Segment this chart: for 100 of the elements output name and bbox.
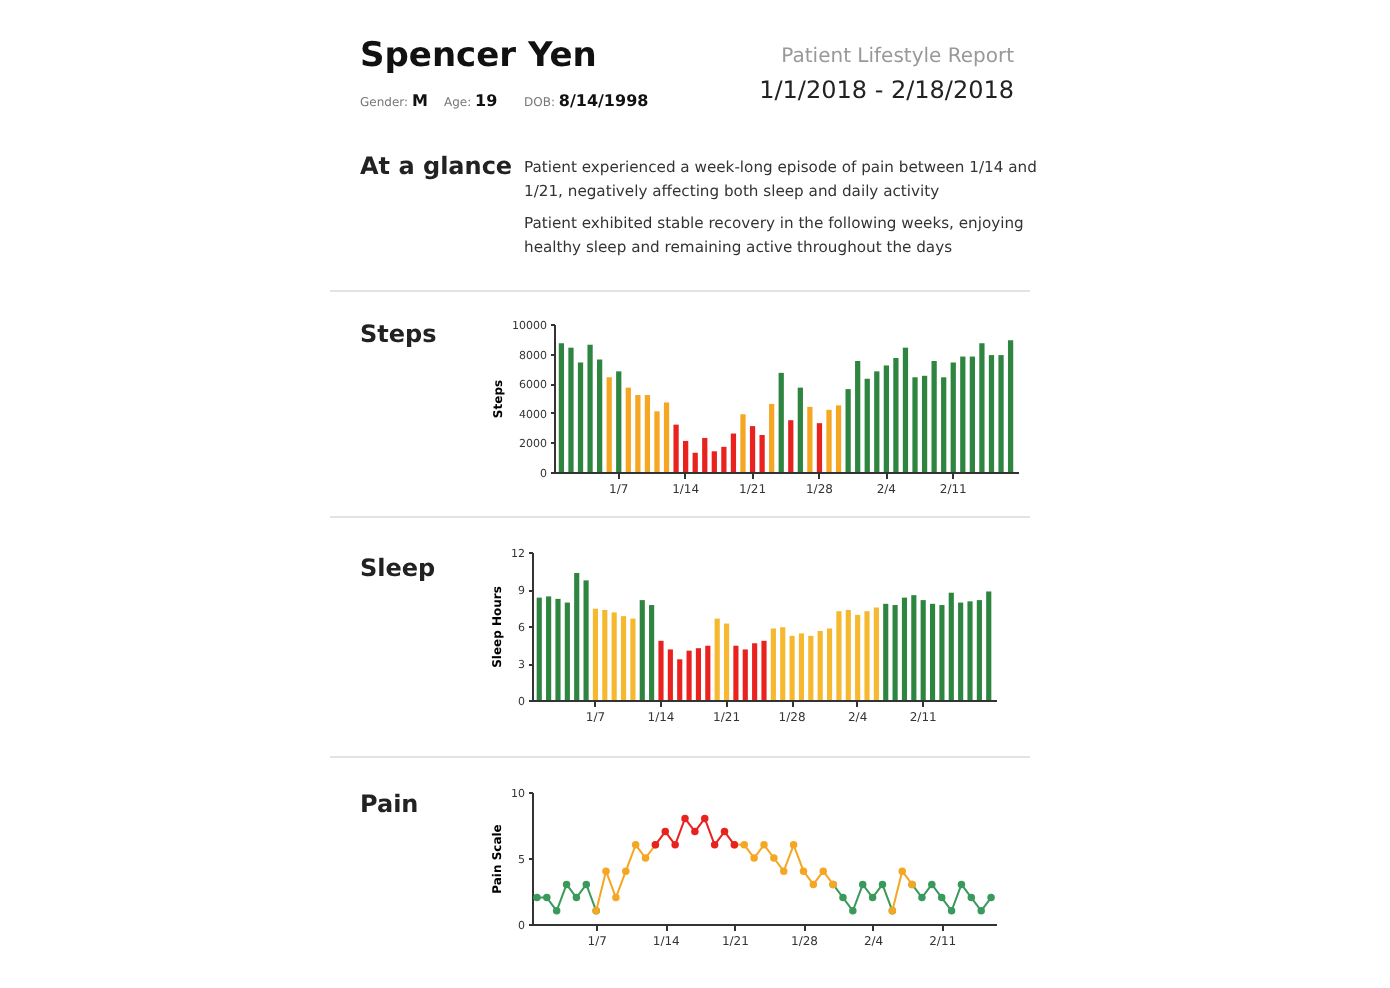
bar	[931, 361, 937, 472]
point	[582, 880, 591, 889]
bar	[855, 614, 861, 700]
bar	[855, 361, 861, 472]
bar	[695, 648, 702, 700]
point	[691, 827, 699, 836]
chart-title: Steps	[360, 320, 437, 348]
bar	[778, 372, 784, 472]
bar	[658, 640, 664, 700]
point	[543, 893, 551, 902]
bar	[1007, 340, 1014, 472]
bar	[587, 344, 593, 472]
point	[631, 841, 640, 849]
point	[612, 893, 620, 902]
bar	[893, 358, 899, 472]
point	[799, 867, 808, 875]
point	[552, 907, 561, 915]
bar	[611, 612, 617, 700]
bar	[958, 602, 964, 700]
bar	[807, 406, 813, 472]
bar	[826, 628, 833, 700]
bar	[730, 433, 737, 472]
bar	[845, 609, 851, 700]
bar	[911, 595, 917, 700]
point	[740, 841, 748, 849]
bar	[826, 409, 832, 472]
bar	[976, 600, 982, 700]
bar	[921, 375, 928, 472]
bar	[673, 424, 679, 472]
point	[918, 893, 926, 902]
bar	[950, 362, 956, 472]
point	[878, 880, 887, 889]
point	[533, 893, 541, 902]
bar	[901, 597, 908, 700]
bar	[788, 420, 794, 472]
bar	[749, 426, 756, 472]
bar	[639, 600, 645, 700]
point	[701, 814, 709, 823]
bar	[740, 414, 746, 472]
bar	[948, 592, 954, 700]
bar	[929, 603, 936, 700]
bar	[816, 423, 823, 472]
bar	[883, 365, 889, 472]
bar	[986, 591, 992, 700]
text: At a glance	[360, 152, 513, 180]
point	[760, 841, 768, 849]
bar	[564, 602, 570, 700]
bar	[683, 440, 689, 472]
bar	[625, 387, 631, 472]
bar	[835, 405, 842, 472]
bar	[939, 605, 945, 700]
bar	[654, 411, 660, 472]
point	[839, 893, 847, 902]
bar	[789, 635, 795, 700]
bar	[667, 649, 673, 700]
point	[602, 867, 610, 875]
bar	[874, 371, 880, 472]
point	[967, 893, 976, 902]
point	[868, 893, 877, 902]
point	[622, 867, 630, 875]
bar	[677, 659, 683, 700]
bar	[883, 603, 889, 700]
bar	[733, 645, 739, 700]
point	[947, 907, 956, 915]
bar	[583, 580, 589, 700]
point	[819, 867, 827, 875]
bar	[892, 605, 898, 700]
point	[681, 814, 689, 823]
point	[849, 907, 857, 915]
bar	[663, 402, 670, 472]
point	[770, 854, 778, 862]
bar	[836, 611, 842, 700]
bar	[845, 389, 851, 472]
bar	[798, 633, 805, 700]
bar	[998, 355, 1004, 472]
bar	[714, 618, 720, 700]
point	[987, 893, 995, 902]
bar	[558, 343, 565, 472]
bar	[546, 596, 552, 700]
bar	[620, 616, 627, 700]
bar	[902, 347, 909, 472]
bar	[702, 437, 708, 472]
bar	[769, 403, 775, 472]
point	[750, 854, 758, 862]
bar	[568, 347, 574, 472]
bar	[555, 598, 561, 700]
bar	[808, 635, 814, 700]
point	[977, 907, 985, 915]
bar	[536, 597, 542, 700]
bar	[711, 451, 717, 472]
bar	[780, 627, 786, 700]
bar	[941, 377, 947, 472]
bar	[686, 650, 692, 700]
bar	[864, 378, 870, 472]
point	[671, 841, 679, 849]
bar	[742, 649, 748, 700]
chart-title: Sleep	[360, 554, 436, 582]
bar	[574, 572, 580, 700]
bar	[967, 601, 973, 700]
point	[789, 841, 798, 849]
